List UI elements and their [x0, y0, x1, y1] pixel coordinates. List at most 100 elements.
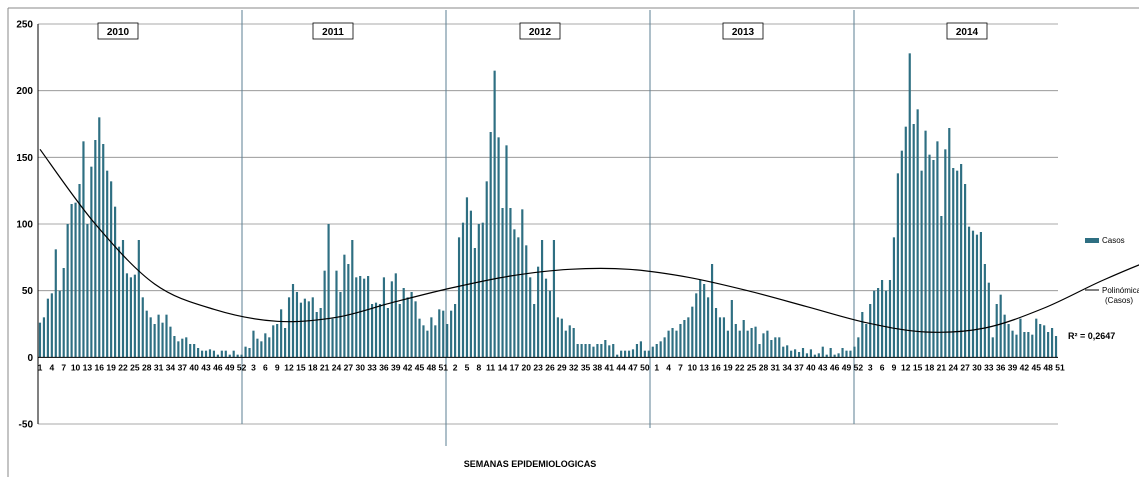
- bar: [624, 350, 627, 358]
- bar: [722, 317, 726, 358]
- bar: [956, 170, 959, 358]
- bar: [580, 344, 583, 358]
- bar: [335, 270, 338, 358]
- x-tick-label: 52: [854, 362, 864, 372]
- bar: [568, 325, 571, 358]
- x-tick-label: 11: [486, 362, 495, 372]
- bar: [244, 346, 247, 358]
- bar: [1031, 334, 1034, 358]
- x-tick-label: 22: [735, 362, 745, 372]
- bar: [742, 320, 745, 358]
- bar: [675, 330, 678, 358]
- x-tick-label: 51: [438, 362, 448, 372]
- x-tick-label: 18: [308, 362, 318, 372]
- bar: [240, 354, 243, 358]
- x-tick-label: 27: [960, 362, 970, 372]
- bar: [323, 270, 326, 358]
- bar: [82, 141, 85, 358]
- bar: [454, 304, 457, 358]
- bar: [790, 350, 793, 358]
- year-box: [722, 22, 764, 40]
- x-tick-label: 12: [284, 362, 294, 372]
- bar: [944, 149, 947, 358]
- bar: [754, 326, 757, 358]
- bar: [42, 317, 46, 358]
- x-tick-label: 14: [498, 362, 508, 372]
- bar: [295, 292, 299, 358]
- bar: [1023, 332, 1026, 358]
- bar: [331, 318, 334, 358]
- x-tick-label: 24: [948, 362, 958, 372]
- x-tick-label: 8: [476, 362, 481, 372]
- bar: [762, 333, 765, 358]
- bar: [125, 273, 129, 358]
- x-tick-label: 40: [189, 362, 199, 372]
- x-tick-label: 19: [106, 362, 116, 372]
- x-tick-label: 13: [83, 362, 93, 372]
- bar: [774, 337, 777, 358]
- y-tick-label: 50: [22, 286, 34, 297]
- bar: [319, 308, 322, 358]
- bar: [153, 324, 156, 358]
- bar: [821, 346, 824, 358]
- bar: [940, 216, 943, 358]
- bar: [236, 354, 239, 358]
- bar: [394, 273, 397, 358]
- legend: Casos Polinómica (Casos): [1085, 236, 1139, 305]
- x-tick-label: 1: [654, 362, 659, 372]
- bar: [457, 237, 461, 358]
- bar: [912, 124, 915, 358]
- bar: [197, 348, 200, 358]
- bar: [501, 208, 504, 358]
- bar: [588, 344, 591, 358]
- x-tick-label: 46: [213, 362, 223, 372]
- bar: [145, 310, 148, 358]
- bar: [477, 224, 480, 358]
- bar: [114, 206, 117, 358]
- bar: [410, 292, 413, 358]
- x-tick-label: 9: [275, 362, 280, 372]
- bar: [287, 297, 291, 358]
- bar: [208, 349, 212, 358]
- bar: [979, 232, 982, 358]
- bar: [1007, 324, 1010, 358]
- bar: [584, 344, 587, 358]
- bar: [102, 144, 105, 358]
- bar: [841, 348, 844, 358]
- bar: [212, 350, 216, 358]
- x-tick-label: 39: [1008, 362, 1018, 372]
- bar: [703, 284, 706, 358]
- bar: [908, 53, 911, 358]
- x-tick-label: 46: [830, 362, 840, 372]
- bar: [315, 312, 318, 358]
- bar: [635, 344, 639, 358]
- bar: [869, 304, 872, 358]
- x-tick-label: 37: [178, 362, 188, 372]
- r-squared-label: R² = 0,2647: [1068, 331, 1115, 341]
- bar: [936, 141, 939, 358]
- x-tick-label: 27: [344, 362, 354, 372]
- bar: [117, 246, 121, 358]
- x-tick-label: 18: [925, 362, 935, 372]
- bar: [734, 324, 737, 358]
- bar: [971, 230, 975, 358]
- x-tick-label: 33: [367, 362, 377, 372]
- bar: [766, 330, 769, 358]
- bar: [177, 341, 180, 358]
- bar: [809, 349, 812, 358]
- x-tick-label: 42: [403, 362, 413, 372]
- bar: [1011, 330, 1014, 358]
- x-tick-label: 34: [166, 362, 176, 372]
- bar: [695, 293, 698, 358]
- year-label-box: 2013: [722, 22, 764, 40]
- bar: [801, 348, 805, 358]
- x-tick-label: 15: [913, 362, 923, 372]
- bar: [1047, 332, 1050, 358]
- bar: [355, 277, 358, 358]
- bar: [750, 328, 753, 358]
- bar: [596, 344, 599, 358]
- x-tick-label: 7: [678, 362, 683, 372]
- bar: [461, 222, 465, 358]
- bar: [904, 126, 907, 358]
